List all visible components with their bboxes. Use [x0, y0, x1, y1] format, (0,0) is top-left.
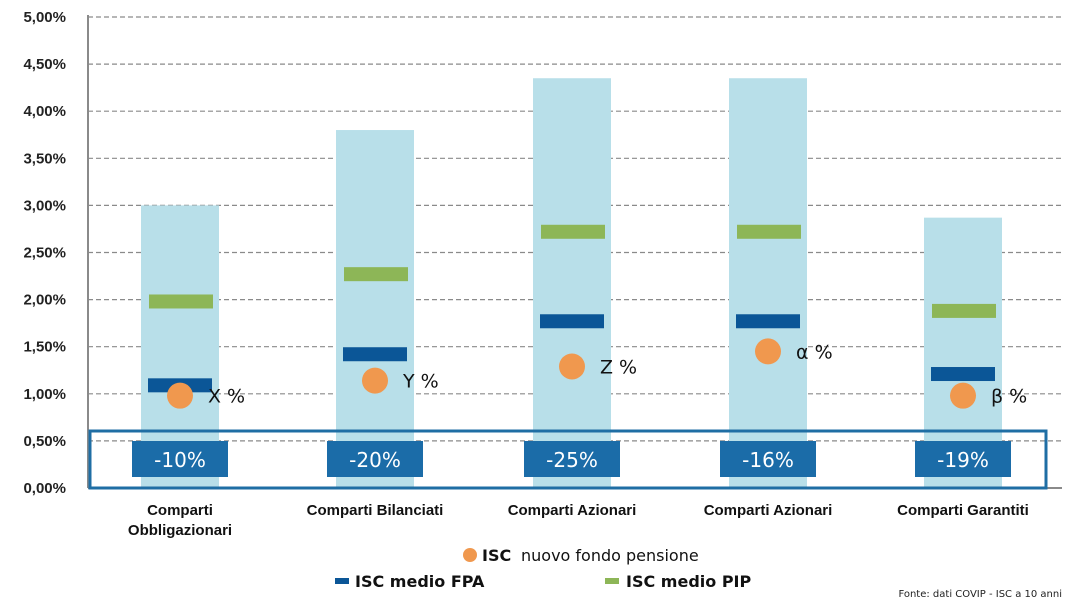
reduction-box: [720, 441, 816, 477]
isc-markers: X % Y % Z % α % β %: [148, 224, 1027, 409]
legend-isc-desc: nuovo fondo pensione: [521, 546, 699, 565]
isc-dot: [755, 338, 781, 365]
fpa-marker: [931, 367, 995, 382]
y-tick-label: 0,00%: [23, 480, 66, 497]
legend-pip-swatch: [605, 578, 619, 584]
isc-dot-label: X %: [208, 386, 245, 408]
range-bars: [141, 78, 1002, 489]
y-tick-label: 3,00%: [23, 197, 66, 214]
range-bar: [533, 78, 611, 488]
reduction-box: [327, 441, 423, 477]
y-tick-label: 2,00%: [23, 292, 66, 309]
isc-dot-label: β %: [991, 386, 1027, 408]
y-tick-label: 2,50%: [23, 245, 66, 262]
legend-isc-label: ISC: [482, 546, 511, 565]
legend-pip-label: ISC medio PIP: [626, 572, 751, 591]
reduction-box: [524, 441, 620, 477]
fpa-marker: [540, 314, 604, 329]
reduction-frame: [88, 429, 1048, 490]
reduction-label: -19%: [937, 448, 989, 472]
fpa-marker: [736, 314, 800, 329]
reduction-label: -25%: [546, 448, 598, 472]
pip-marker: [344, 267, 408, 282]
isc-dot: [559, 353, 585, 380]
category-label: Comparti Garantiti: [897, 502, 1029, 519]
range-bar: [336, 130, 414, 489]
y-tick-label: 5,00%: [23, 9, 66, 26]
range-bar: [141, 205, 219, 488]
isc-dot-label: Y %: [402, 371, 439, 393]
isc-dot-label: Z %: [600, 356, 637, 378]
grid-lines: [88, 16, 1062, 442]
isc-dot: [362, 367, 388, 394]
reduction-box: [915, 441, 1011, 477]
y-tick-label: 3,50%: [23, 150, 66, 167]
pip-marker: [932, 303, 996, 318]
pip-marker: [737, 224, 801, 239]
isc-dot: [950, 382, 976, 409]
reduction-box: [132, 441, 228, 477]
legend: ISC nuovo fondo pensione ISC medio FPA I…: [335, 546, 751, 591]
range-bar: [729, 78, 807, 488]
y-tick-label: 4,00%: [23, 103, 66, 120]
pip-marker: [149, 294, 213, 309]
y-tick-label: 1,50%: [23, 339, 66, 356]
category-labels: Comparti Obbligazionari Comparti Bilanciat…: [128, 502, 1029, 539]
category-label: Comparti Bilanciati: [307, 502, 444, 519]
category-label: Comparti Azionari: [704, 502, 833, 519]
legend-isc-dot: [463, 548, 477, 562]
isc-dot-label: α %: [796, 341, 833, 363]
reduction-label: -10%: [154, 448, 206, 472]
source-note: Fonte: dati COVIP - ISC a 10 anni: [898, 589, 1062, 600]
reduction-boxes: -10% -20% -25% -16% -19%: [88, 429, 1048, 490]
reduction-label: -20%: [349, 448, 401, 472]
fpa-marker: [343, 347, 407, 362]
y-tick-label: 1,00%: [23, 386, 66, 403]
legend-fpa-label: ISC medio FPA: [355, 572, 485, 591]
reduction-label: -16%: [742, 448, 794, 472]
isc-dot: [167, 382, 193, 409]
pip-marker: [541, 224, 605, 239]
legend-fpa-swatch: [335, 578, 349, 584]
y-tick-label: 4,50%: [23, 56, 66, 73]
y-tick-label: 0,50%: [23, 433, 66, 450]
category-label: Comparti Obbligazionari: [128, 502, 232, 539]
category-label: Comparti Azionari: [508, 502, 637, 519]
